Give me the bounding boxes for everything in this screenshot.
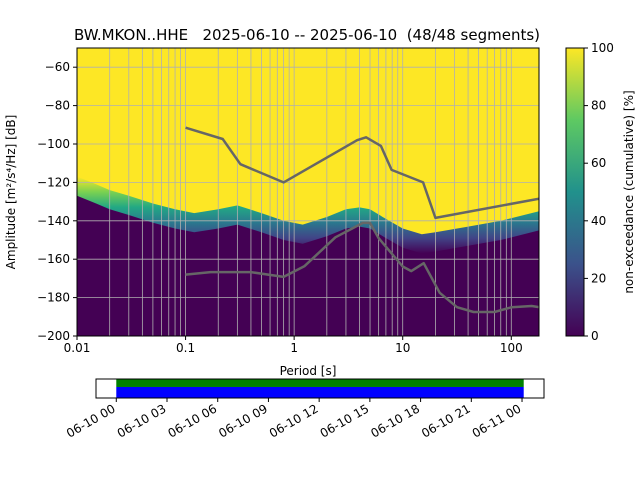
x-axis-label: Period [s] (280, 364, 337, 378)
timeline-coverage-blue (116, 386, 524, 398)
x-tick-label: 0.1 (176, 341, 195, 355)
y-tick-label: −120 (37, 175, 70, 189)
timeline-coverage-green (116, 379, 524, 387)
timeline-tick-label: 06-10 00 (64, 401, 118, 440)
psd-histogram (77, 48, 539, 336)
psd-transition-band (77, 176, 539, 254)
colorbar-tick-label: 100 (591, 41, 614, 55)
timeline-tick-label: 06-10 03 (115, 401, 169, 440)
y-tick-label: −80 (45, 99, 70, 113)
colorbar-tick-label: 20 (591, 271, 606, 285)
y-tick-label: −60 (45, 60, 70, 74)
timeline-tick-label: 06-10 21 (419, 401, 473, 440)
colorbar-tick-label: 0 (591, 329, 599, 343)
colorbar-gradient (565, 47, 585, 337)
timeline-frame (95, 378, 545, 399)
y-axis: −60 −80 −100 −120 −140 −160 −180 −200 (37, 60, 77, 343)
chart-title: BW.MKON..HHE 2025-06-10 -- 2025-06-10 (4… (74, 26, 540, 44)
colorbar: 0 20 40 60 80 100 non-exceedance (cumulative)… (565, 41, 636, 343)
x-axis: 0.01 0.1 1 10 100 (64, 336, 523, 355)
plot-area: 0.01 0.1 1 10 100 −60 −80 −100 −120 −140 −160 −180… (37, 47, 540, 355)
timeline-tick-label: 06-10 12 (267, 401, 321, 440)
y-tick-label: −180 (37, 291, 70, 305)
colorbar-tick-label: 60 (591, 156, 606, 170)
x-tick-label: 1 (290, 341, 298, 355)
timeline-tick-label: 06-10 06 (165, 401, 219, 440)
colorbar-tick-label: 80 (591, 99, 606, 113)
timeline-tick-label: 06-11 00 (470, 401, 524, 440)
x-tick-label: 10 (395, 341, 410, 355)
plot-frame (76, 47, 540, 337)
colorbar-ticks: 0 20 40 60 80 100 (584, 41, 614, 343)
y-tick-label: −200 (37, 329, 70, 343)
noise-model-high (185, 126, 539, 220)
timeline-tick-label: 06-10 15 (318, 401, 372, 440)
x-tick-label: 100 (500, 341, 523, 355)
y-tick-label: −100 (37, 137, 70, 151)
timeline-tick-label: 06-10 09 (216, 401, 270, 440)
colorbar-tick-label: 40 (591, 214, 606, 228)
colorbar-label: non-exceedance (cumulative) [%] (622, 90, 636, 293)
y-tick-label: −140 (37, 214, 70, 228)
grid (77, 48, 539, 336)
noise-model-low (185, 221, 539, 314)
y-axis-label: Amplitude [m²/s⁴/Hz] [dB] (4, 115, 18, 270)
x-tick-label: 0.01 (64, 341, 91, 355)
y-tick-label: −160 (37, 252, 70, 266)
noise-models (185, 126, 539, 314)
timeline-tick-label: 06-10 18 (368, 401, 422, 440)
